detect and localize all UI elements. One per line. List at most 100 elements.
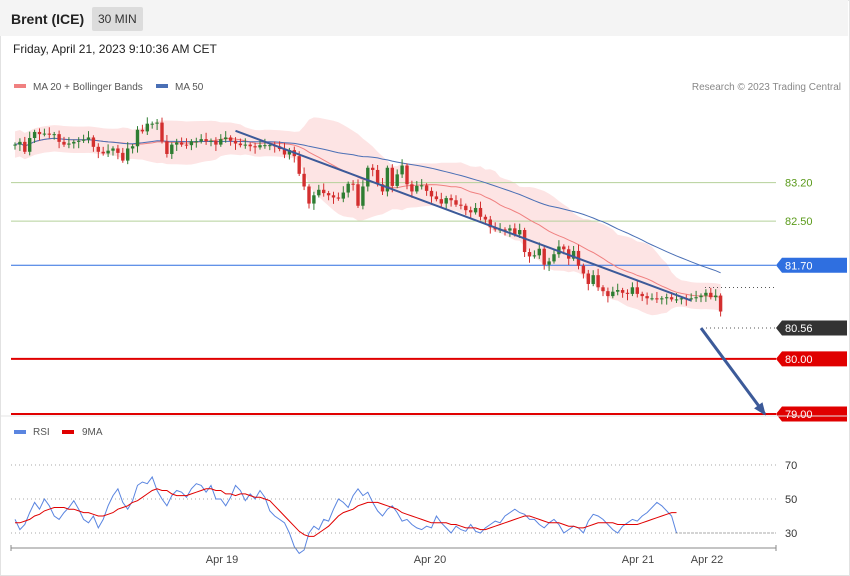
candle-body <box>199 139 203 142</box>
candle-body <box>219 139 223 145</box>
candle-body <box>326 193 331 196</box>
candle-body <box>483 216 488 220</box>
candle-body <box>72 141 76 144</box>
candle-body <box>518 230 522 235</box>
rsi-tick-label-30: 30 <box>785 528 797 540</box>
candle-body <box>57 134 61 142</box>
candle-body <box>488 219 492 228</box>
timestamp: Friday, April 21, 2023 9:10:36 AM CET <box>13 42 217 56</box>
candle-body <box>464 205 468 211</box>
candle-body <box>669 297 674 300</box>
candle-body <box>307 186 311 204</box>
level-80.00-label: 80.00 <box>785 354 813 366</box>
level-label-83.20: 83.20 <box>785 178 813 190</box>
title-bar: Brent (ICE) 30 MIN <box>0 0 848 36</box>
last-price-label: 80.56 <box>785 323 813 335</box>
candle-body <box>630 287 635 294</box>
last-price-tag <box>776 320 847 336</box>
candle-body <box>429 190 434 197</box>
candle-body <box>620 290 625 293</box>
candle-body <box>405 165 409 185</box>
candle-body <box>47 133 51 135</box>
candle-body <box>625 292 630 294</box>
candle-body <box>581 265 586 274</box>
candle-body <box>248 144 252 147</box>
candle-body <box>527 252 532 257</box>
candle-body <box>346 183 350 193</box>
candle-body <box>645 296 649 299</box>
candle-body <box>165 141 169 154</box>
candle-body <box>709 292 713 298</box>
candle-body <box>694 297 698 299</box>
candle-body <box>258 145 262 148</box>
candle-body <box>336 197 341 199</box>
candle-body <box>689 298 693 300</box>
candle-body <box>23 141 27 152</box>
candle-body <box>312 195 316 204</box>
trendline <box>235 129 692 302</box>
candle-body <box>542 248 546 265</box>
candle-body <box>282 149 287 155</box>
candle-body <box>650 298 654 300</box>
candle-body <box>287 150 292 155</box>
candle-body <box>537 248 541 256</box>
candle-body <box>160 122 164 142</box>
x-tick-label-Apr-20: Apr 20 <box>414 554 446 566</box>
candle-body <box>253 146 257 148</box>
candle-body <box>410 184 414 192</box>
candle-body <box>175 142 179 145</box>
candle-body <box>361 186 365 206</box>
candle-body <box>454 200 458 205</box>
candle-body <box>704 292 708 296</box>
candle-body <box>209 140 213 142</box>
candle-body <box>214 140 218 145</box>
candle-body <box>13 144 17 146</box>
candle-body <box>469 210 473 213</box>
candle-body <box>145 123 149 132</box>
candle-body <box>32 131 37 139</box>
candle-body <box>434 196 439 200</box>
candle-body <box>233 140 238 144</box>
candle-body <box>508 228 512 231</box>
candle-body <box>224 137 228 140</box>
candle-body <box>444 198 448 204</box>
candle-body <box>42 133 47 135</box>
legend-rsi-label: RSI <box>33 427 50 438</box>
candle-body <box>591 275 595 284</box>
candle-body <box>522 230 527 253</box>
candle-body <box>317 189 321 196</box>
candle-body <box>640 293 644 297</box>
candle-body <box>126 148 130 161</box>
ma50-line <box>14 137 721 274</box>
bollinger-band-fill <box>15 117 721 316</box>
candle-body <box>395 174 399 186</box>
candle-body <box>606 291 610 297</box>
candle-body <box>611 291 615 297</box>
candle-body <box>714 295 718 298</box>
rsi-tick-label-70: 70 <box>785 460 797 472</box>
candle-body <box>297 156 301 174</box>
candle-body <box>91 137 96 147</box>
candle-body <box>18 141 22 145</box>
timeframe-badge[interactable]: 30 MIN <box>92 7 143 31</box>
candle-body <box>140 129 145 132</box>
candle-body <box>155 122 159 124</box>
legend-swatch-9ma <box>62 430 74 434</box>
level-80.00-tag <box>776 351 847 367</box>
candle-body <box>111 148 115 151</box>
candle-body <box>385 167 390 192</box>
candle-body <box>366 167 370 187</box>
level-81.70-tag <box>776 257 847 273</box>
candle-body <box>596 275 600 288</box>
candle-body <box>415 185 419 192</box>
candle-body <box>302 173 306 187</box>
candle-body <box>478 207 483 217</box>
candle-body <box>390 167 394 186</box>
x-tick-label-Apr-21: Apr 21 <box>622 554 654 566</box>
candle-body <box>322 189 326 194</box>
level-79.00-label: 79.00 <box>785 409 813 421</box>
candle-body <box>674 299 679 301</box>
candle-body <box>532 255 537 257</box>
candle-body <box>420 185 424 187</box>
candle-body <box>459 204 463 206</box>
